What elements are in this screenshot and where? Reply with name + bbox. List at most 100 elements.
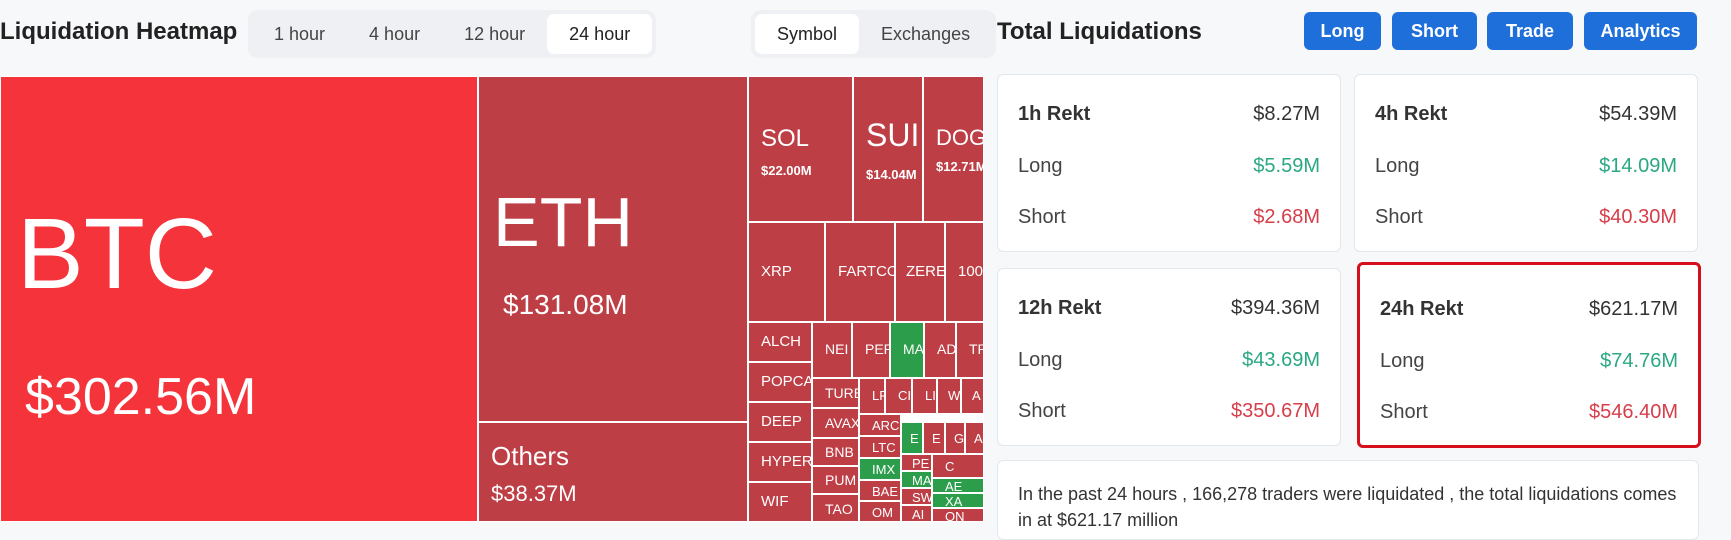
heatmap-tile-a-2[interactable]: A [965,422,984,454]
tab-1-hour[interactable]: 1 hour [274,24,326,44]
tile-value: $14.04M [866,167,917,182]
heatmap-tile-sui[interactable]: SUI $14.04M [853,76,923,222]
short-button[interactable]: Short [1392,12,1477,50]
tile-symbol: MA [903,341,924,357]
heatmap-tile-btc[interactable]: BTC $302.56M [0,76,478,522]
heatmap-tile-zerebro[interactable]: ZERE [895,222,945,322]
heatmap-tile-ad[interactable]: AD [924,322,956,378]
long-value: $74.76M [1600,350,1678,372]
heatmap-tile-others[interactable]: Others $38.37M [478,422,748,522]
heatmap-tile-xrp[interactable]: XRP [748,222,825,322]
heatmap-tile-tao[interactable]: TAO [812,494,859,522]
analytics-button[interactable]: Analytics [1584,12,1697,50]
tile-symbol: ETH [493,183,633,261]
short-label: Short [1375,206,1423,228]
long-value: $14.09M [1599,155,1677,177]
card-title: 24h Rekt [1380,298,1464,320]
heatmap-tile-sol[interactable]: SOL $22.00M [748,76,853,222]
heatmap-tile-ture[interactable]: TURE [812,378,859,408]
heatmap-tile-sw[interactable]: SW [901,488,932,505]
tile-symbol: 100 [958,263,984,280]
tile-symbol: TURE [825,385,858,401]
heatmap-tile-ci[interactable]: CI [885,378,912,414]
heatmap-tile-lf[interactable]: LF [859,378,885,414]
short-label: Short [1380,401,1428,423]
tile-symbol: SOL [761,125,810,152]
heatmap-tile-ai[interactable]: AI [901,505,932,522]
long-label: Long [1018,349,1063,371]
stats-card-4h: 4h Rekt $54.39M Long $14.09M Short $40.30M [1354,74,1698,252]
heatmap-tile-on[interactable]: ON [932,508,984,522]
tile-symbol: XA [945,494,963,508]
long-button[interactable]: Long [1304,12,1381,50]
tile-symbol: ALCH [761,333,802,350]
tile-symbol: TR [969,341,983,357]
card-total: $394.36M [1231,297,1320,319]
heatmap-tile-pump[interactable]: PUM [812,466,859,494]
short-label: Short [1018,400,1066,422]
card-total: $54.39M [1599,103,1677,125]
heatmap-tile-w[interactable]: W [937,378,961,414]
heatmap-tile-hyper[interactable]: HYPER [748,442,812,482]
tile-symbol: DEEP [761,413,802,430]
total-liquidations-title: Total Liquidations [997,18,1202,45]
heatmap-tile-c[interactable]: C [932,454,984,478]
tab-symbol[interactable]: Symbol [755,14,860,54]
long-label: Long [1380,350,1425,372]
tile-symbol: BTC [17,198,217,310]
heatmap-tile-pe[interactable]: PE [901,454,932,471]
tile-symbol: LF [872,388,884,403]
tab-exchanges[interactable]: Exchanges [881,24,971,44]
heatmap-tile-ae[interactable]: AE [932,478,984,493]
tab-24-hour[interactable]: 24 hour [547,14,653,54]
heatmap-tile-om[interactable]: OM [859,501,901,522]
tile-symbol: E [932,431,941,446]
tile-symbol: IMX [872,462,896,477]
heatmap-tile-alch[interactable]: ALCH [748,322,812,362]
heatmap-tile-fartcoin[interactable]: FARTCO [825,222,895,322]
heatmap-tile-bnb[interactable]: BNB [812,438,859,466]
tile-symbol: G [954,431,965,446]
heatmap-tile-g[interactable]: G [945,422,965,454]
heatmap-tile-ma[interactable]: MA [890,322,924,378]
tile-symbol: HYPER [761,453,812,470]
tile-symbol: CI [898,388,911,403]
tile-symbol: AE [945,479,963,493]
summary-text: In the past 24 hours , 166,278 traders w… [1018,484,1677,530]
heatmap-tile-li[interactable]: LI [912,378,937,414]
tile-symbol: ZERE [906,263,945,280]
tile-symbol: SUI [866,117,920,153]
tab-4-hour[interactable]: 4 hour [369,24,421,44]
heatmap-tile-e[interactable]: E [901,422,923,454]
heatmap-tile-deep[interactable]: DEEP [748,402,812,442]
heatmap-tile-1000[interactable]: 100 [945,222,984,322]
heatmap-tile-popcat[interactable]: POPCAT [748,362,812,402]
tile-symbol: SW [912,490,932,505]
heatmap-tile-eth[interactable]: ETH $131.08M [478,76,748,422]
heatmap-tile-wif[interactable]: WIF [748,482,812,522]
heatmap-tile-tr[interactable]: TR [956,322,984,378]
heatmap-tile-per[interactable]: PER [852,322,890,378]
heatmap-tile-e-2[interactable]: E [923,422,945,454]
long-value: $5.59M [1253,155,1320,177]
heatmap-tile-avax[interactable]: AVAX [812,408,859,438]
heatmap-tile-arc[interactable]: ARC [859,414,901,436]
tile-symbol: AI [912,507,925,522]
heatmap-tile-a[interactable]: A [961,378,984,414]
tile-symbol: BNB [825,444,854,460]
trade-button[interactable]: Trade [1487,12,1573,50]
heatmap-tile-ma-2[interactable]: MA [901,471,932,488]
heatmap-tile-bae[interactable]: BAE [859,480,901,501]
tile-value: $12.71M [936,159,984,174]
heatmap-tile-nei[interactable]: NEI [812,322,852,378]
tile-symbol: MA [912,473,932,488]
tile-symbol: PER [865,341,889,357]
tile-symbol: LI [925,388,936,403]
heatmap-tile-imx[interactable]: IMX [859,458,901,480]
short-value: $2.68M [1253,206,1320,228]
heatmap-tile-doge[interactable]: DOG $12.71M [923,76,984,222]
tile-symbol: WIF [761,493,789,510]
heatmap-tile-ltc[interactable]: LTC [859,436,901,458]
tab-12-hour[interactable]: 12 hour [464,24,526,44]
heatmap-tile-xa[interactable]: XA [932,493,984,508]
